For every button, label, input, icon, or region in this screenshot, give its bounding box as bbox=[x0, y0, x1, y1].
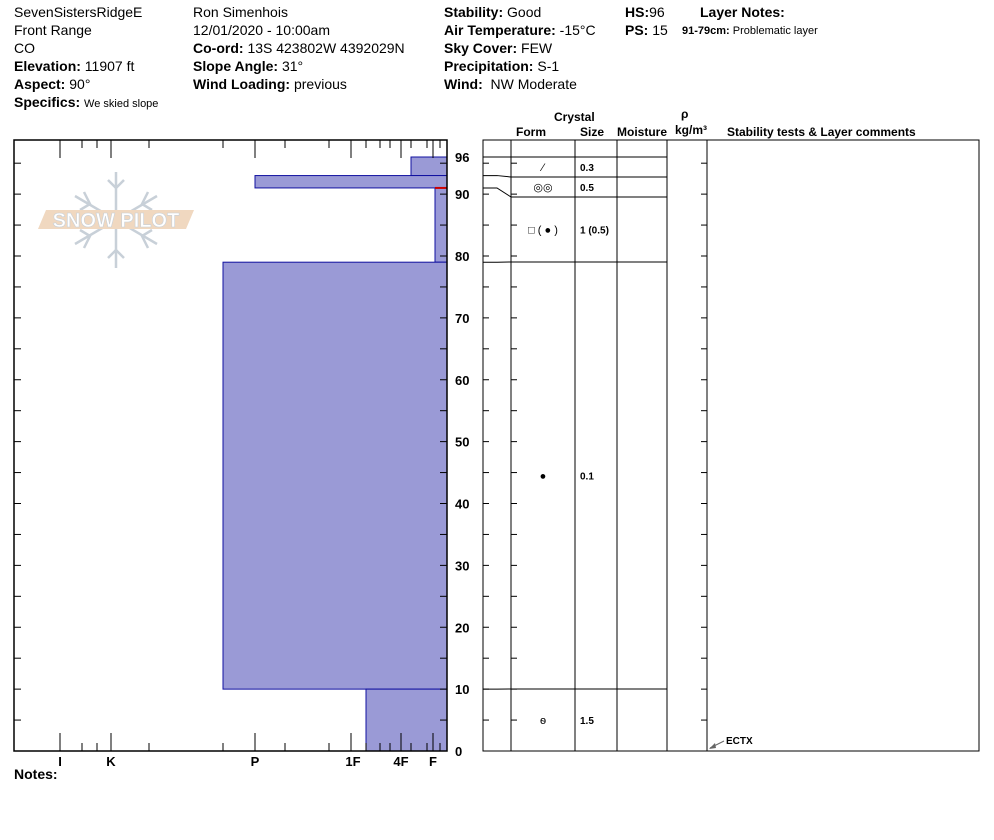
crystal-form-symbol: ◎◎ bbox=[533, 182, 552, 194]
ps-value: 15 bbox=[652, 22, 668, 38]
aspect: Aspect: 90° bbox=[14, 75, 90, 93]
layer-notes-label: Layer Notes: bbox=[700, 4, 785, 20]
ps-label: PS: bbox=[625, 22, 649, 38]
aspect-label: Aspect: bbox=[14, 76, 66, 92]
specifics: Specifics: We skied slope bbox=[14, 93, 158, 113]
depth-connector bbox=[483, 187, 512, 198]
depth-label: 80 bbox=[455, 249, 469, 264]
wind: Wind: NW Moderate bbox=[444, 75, 577, 93]
sky-cover: Sky Cover: FEW bbox=[444, 39, 552, 57]
depth-label: 96 bbox=[455, 150, 469, 165]
hardness-tick-label: 4F bbox=[393, 754, 408, 769]
hardness-layer bbox=[222, 261, 448, 690]
hardness-layer bbox=[410, 156, 448, 177]
depth-label: 10 bbox=[455, 682, 469, 697]
moisture-header: Moisture bbox=[617, 125, 668, 139]
depth-label: 40 bbox=[455, 497, 469, 512]
crystal-size: 0.5 bbox=[580, 183, 594, 194]
hs-label: HS: bbox=[625, 4, 650, 20]
air-temp-value: -15°C bbox=[559, 22, 596, 38]
depth-label: 0 bbox=[455, 744, 462, 759]
test-arrowhead-icon bbox=[709, 743, 716, 749]
hardness-graph-frame bbox=[13, 139, 448, 752]
depth-connector bbox=[483, 175, 512, 178]
rho-header: ρ bbox=[681, 107, 689, 121]
depth-label: 70 bbox=[455, 311, 469, 326]
hardness-tick-label: P bbox=[251, 754, 260, 769]
aspect-value: 90° bbox=[69, 76, 91, 92]
hs-value: 96 bbox=[649, 4, 665, 20]
depth-label: 30 bbox=[455, 558, 469, 573]
slope-label: Slope Angle: bbox=[193, 58, 279, 74]
specifics-value: We skied slope bbox=[84, 98, 159, 110]
precip-label: Precipitation: bbox=[444, 58, 534, 74]
layer-note-text: Problematic layer bbox=[732, 25, 818, 37]
state: CO bbox=[14, 40, 35, 56]
hardness-layer bbox=[365, 688, 448, 752]
size-header: Size bbox=[580, 125, 605, 139]
slope-value: 31° bbox=[281, 58, 304, 74]
hardness-tick-label: 1F bbox=[345, 754, 360, 769]
slope-angle: Slope Angle: 31° bbox=[193, 57, 303, 75]
precip-value: S-1 bbox=[537, 58, 560, 74]
hardness-tick-label: F bbox=[429, 754, 437, 769]
location: SevenSistersRidgeE bbox=[14, 4, 143, 20]
range: Front Range bbox=[14, 22, 92, 38]
wind-loading-label: Wind Loading: bbox=[193, 76, 291, 92]
crystal-form-symbol: ● bbox=[540, 471, 547, 483]
air-temp-label: Air Temperature: bbox=[444, 22, 556, 38]
layer-note: 91-79cm: Problematic layer bbox=[682, 22, 818, 40]
form-header: Form bbox=[516, 125, 546, 139]
hs: HS:96 bbox=[625, 3, 665, 21]
crystal-size: 0.3 bbox=[580, 163, 594, 174]
crystal-form-symbol: ѳ bbox=[540, 715, 546, 727]
density-header: kg/m³ bbox=[675, 123, 708, 137]
stability: Stability: Good bbox=[444, 3, 541, 21]
datetime: 12/01/2020 - 10:00am bbox=[193, 22, 330, 38]
hardness-tick-label: I bbox=[58, 754, 62, 769]
crystal-size: 1.5 bbox=[580, 716, 594, 727]
hardness-layer bbox=[254, 175, 448, 189]
wind-value: NW Moderate bbox=[490, 76, 577, 92]
crystal-form-symbol: ⁄ bbox=[539, 162, 546, 174]
depth-label: 60 bbox=[455, 373, 469, 388]
layer-note-range: 91-79cm: bbox=[682, 25, 730, 37]
precipitation: Precipitation: S-1 bbox=[444, 57, 559, 75]
hardness-tick-label: K bbox=[106, 754, 116, 769]
elevation-label: Elevation: bbox=[14, 58, 81, 74]
crystal-size: 0.1 bbox=[580, 472, 594, 483]
specifics-label: Specifics: bbox=[14, 94, 81, 110]
wind-label: Wind: bbox=[444, 76, 483, 92]
sky-value: FEW bbox=[521, 40, 553, 56]
wind-loading-value: previous bbox=[293, 76, 347, 92]
crystal-header: Crystal bbox=[554, 110, 595, 124]
stability-value: Good bbox=[507, 4, 542, 20]
elevation: Elevation: 11907 ft bbox=[14, 57, 134, 75]
coord-label: Co-ord: bbox=[193, 40, 244, 56]
ps: PS: 15 bbox=[625, 21, 668, 39]
stability-label: Stability: bbox=[444, 4, 504, 20]
coord: Co-ord: 13S 423802W 4392029N bbox=[193, 39, 405, 57]
crystal-size: 1 (0.5) bbox=[580, 226, 609, 237]
layer-table-frame bbox=[482, 139, 980, 752]
stability-header: Stability tests & Layer comments bbox=[727, 125, 916, 139]
notes-label: Notes: bbox=[14, 766, 58, 782]
depth-label: 90 bbox=[455, 187, 469, 202]
depth-label: 20 bbox=[455, 620, 469, 635]
crystal-form-symbol: □ ( ● ) bbox=[528, 225, 558, 237]
sky-label: Sky Cover: bbox=[444, 40, 518, 56]
coord-value: 13S 423802W 4392029N bbox=[247, 40, 405, 56]
stability-test-result: ECTX bbox=[726, 736, 753, 747]
observer: Ron Simenhois bbox=[193, 4, 288, 20]
depth-label: 50 bbox=[455, 435, 469, 450]
elevation-value: 11907 ft bbox=[84, 58, 135, 74]
wind-loading: Wind Loading: previous bbox=[193, 75, 347, 93]
air-temperature: Air Temperature: -15°C bbox=[444, 21, 596, 39]
